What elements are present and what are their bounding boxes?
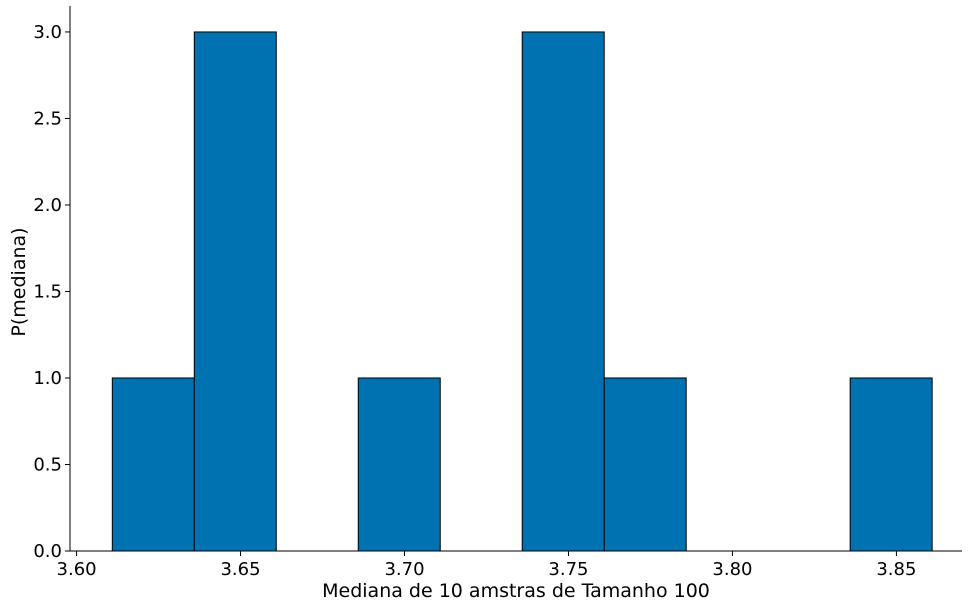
y-tick-label: 2.5 — [33, 108, 62, 129]
x-tick-label: 3.80 — [712, 559, 752, 580]
y-axis-label: P(mediana) — [8, 227, 30, 336]
x-tick-label: 3.85 — [876, 559, 916, 580]
y-tick-label: 2.0 — [33, 195, 62, 216]
histogram-bar — [521, 31, 605, 552]
x-tick-label: 3.70 — [384, 559, 424, 580]
y-tick-label: 0.0 — [33, 541, 62, 562]
y-ticks-group: 0.0 0.5 1.0 1.5 2.0 2.5 3.0 — [33, 22, 70, 562]
histogram-bar — [849, 377, 933, 552]
x-axis-label: Mediana de 10 amstras de Tamanho 100 — [322, 580, 710, 602]
x-ticks-group: 3.60 3.65 3.70 3.75 3.80 3.85 — [57, 551, 916, 580]
y-tick-label: 1.0 — [33, 368, 62, 389]
bars-group — [111, 31, 933, 552]
x-tick-label: 3.65 — [220, 559, 260, 580]
x-tick-label: 3.75 — [548, 559, 588, 580]
y-tick-label: 3.0 — [33, 22, 62, 43]
histogram-bar — [193, 31, 277, 552]
y-tick-label: 0.5 — [33, 454, 62, 475]
histogram-bar — [357, 377, 441, 552]
histogram-bar — [603, 377, 687, 552]
x-tick-label: 3.60 — [57, 559, 97, 580]
y-tick-label: 1.5 — [33, 281, 62, 302]
histogram-bar — [111, 377, 195, 552]
